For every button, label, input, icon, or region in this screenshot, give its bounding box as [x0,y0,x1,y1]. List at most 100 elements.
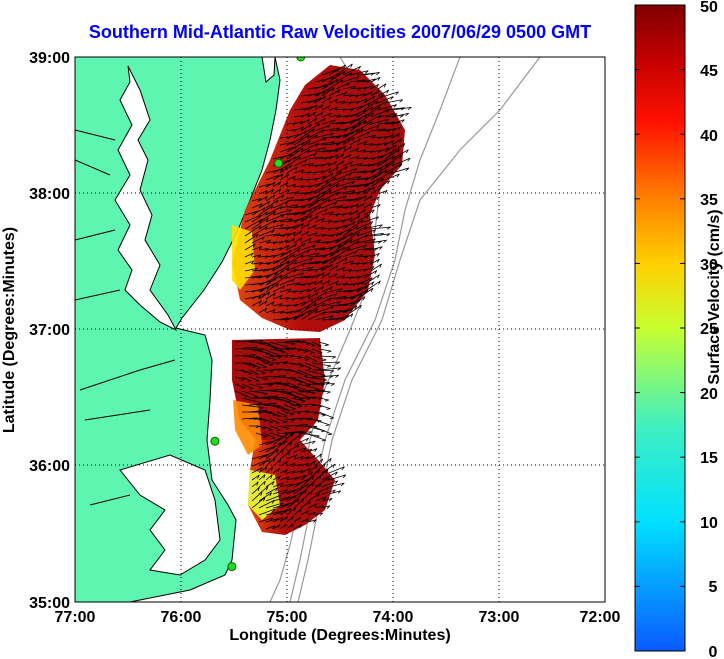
velocity-arrow [293,257,313,265]
velocity-arrow [311,425,333,435]
velocity-arrow [258,196,268,202]
velocity-arrow [307,519,317,523]
velocity-arrow [328,160,337,167]
velocity-arrow [342,122,362,132]
velocity-arrow [314,233,326,237]
velocity-arrow [370,178,384,188]
velocity-arrow [377,89,389,97]
velocity-arrow [335,100,345,104]
velocity-arrow-head [385,163,389,168]
velocity-arrow-head [337,89,341,94]
velocity-arrow-head [321,285,324,290]
velocity-arrow [279,432,294,446]
velocity-arrow-head [357,138,361,143]
velocity-arrow [318,404,331,410]
velocity-arrow-head [260,491,263,496]
velocity-arrow [286,297,297,300]
velocity-arrow [321,263,333,272]
velocity-arrow-head [370,221,374,225]
velocity-arrow-head [337,367,342,371]
velocity-arrow [279,495,297,502]
velocity-arrow [328,134,349,139]
velocity-arrow [304,376,327,381]
velocity-arrow [321,220,332,223]
velocity-arrow [314,253,335,258]
velocity-arrow-head [323,118,326,122]
velocity-arrow-head [317,368,322,370]
velocity-arrow [279,507,292,516]
velocity-arrow [356,141,367,146]
velocity-arrow-head [383,239,387,243]
velocity-arrow-head [290,196,294,200]
velocity-arrow [318,355,336,358]
velocity-arrow [244,225,262,237]
velocity-arrow [307,97,322,104]
velocity-arrow-head [326,179,329,184]
velocity-arrow [370,226,391,230]
velocity-arrow-head [273,292,276,297]
velocity-arrow-head [371,281,375,286]
velocity-arrow [255,362,267,368]
velocity-arrow-head [370,288,374,292]
velocity-arrow [335,198,353,202]
velocity-arrow-head [299,381,304,384]
colorbar-tick-label: 15 [700,450,718,467]
velocity-arrow-head [352,137,355,142]
velocity-arrow-head [313,280,317,285]
velocity-arrow [356,247,373,251]
velocity-arrow [276,418,287,423]
velocity-arrow-head [253,396,258,398]
velocity-arrow [328,280,339,286]
velocity-arrow-head [292,183,297,188]
velocity-arrow [335,302,356,307]
velocity-arrow [248,376,260,382]
velocity-arrow-head [354,113,359,117]
velocity-arrow [342,136,355,146]
velocity-arrow-head [397,148,400,153]
velocity-arrow-head [262,366,267,368]
velocity-arrow [342,205,354,209]
velocity-arrow-head [320,383,325,387]
radar-station-marker [210,436,220,446]
velocity-arrow [290,397,306,402]
velocity-arrow-head [309,124,312,128]
velocity-arrow-head [298,434,301,439]
velocity-arrow-head [308,237,312,242]
velocity-arrow [363,150,374,153]
velocity-arrow [391,143,406,153]
velocity-arrow-head [311,440,316,445]
velocity-arrow-head [326,391,331,394]
velocity-arrow-head [271,301,275,306]
velocity-arrow-head [369,121,373,126]
velocity-arrow-head [257,474,260,479]
velocity-arrow [286,523,294,530]
velocity-arrow [300,252,320,258]
velocity-arrow-head [355,203,359,208]
velocity-arrow [300,128,315,139]
velocity-arrow-head [291,278,295,283]
velocity-arrow-head [371,112,374,117]
velocity-arrow-head [281,214,285,218]
velocity-arrow [258,300,268,307]
colorbar-tick-label: 50 [700,0,718,16]
velocity-arrow [321,255,337,265]
velocity-arrow-head [258,411,263,415]
velocity-arrow [300,510,309,516]
velocity-arrow [349,113,368,125]
velocity-arrow-head [309,266,313,271]
velocity-arrow-head [347,228,351,233]
velocity-arrow [384,173,400,181]
velocity-arrow-head [376,259,380,263]
velocity-arrow-head [311,298,314,303]
velocity-arrow-head [271,229,275,234]
velocity-arrow-head [272,402,277,406]
velocity-arrow [272,241,283,244]
velocity-arrow [293,242,306,251]
velocity-arrow [293,483,309,495]
y-axis-label: Latitude (Degrees:Minutes) [1,227,18,433]
velocity-arrow [255,432,268,438]
velocity-arrow-head [351,181,355,185]
velocity-arrow-head [328,297,332,302]
velocity-arrow [328,166,339,174]
velocity-arrow-head [272,309,276,313]
